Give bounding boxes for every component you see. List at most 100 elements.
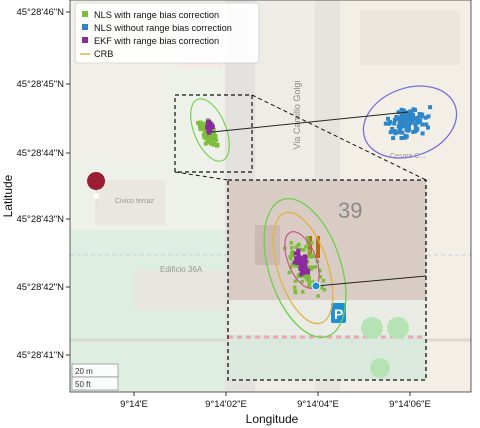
point-nls-without-bias (424, 122, 429, 127)
point-nls-with-bias-inset (309, 255, 313, 259)
point-nls-with-bias (214, 138, 219, 143)
point-nls-with-bias-inset (289, 257, 293, 261)
point-ekf-with-bias-inset (303, 255, 308, 260)
point-nls-without-bias (383, 121, 388, 126)
point-nls-with-bias-inset (309, 267, 313, 272)
point-nls-with-bias-inset (290, 246, 294, 250)
map-label-civico: Civico terraz (115, 198, 154, 205)
point-nls-with-bias-inset (304, 245, 308, 249)
zoom-source-box (174, 94, 253, 173)
point-nls-with-bias (200, 126, 205, 131)
point-nls-without-bias (420, 112, 425, 117)
legend-swatch (82, 24, 88, 30)
point-nls-without-bias (413, 121, 418, 126)
point-nls-without-bias (411, 107, 416, 112)
point-nls-without-bias (391, 136, 396, 141)
point-nls-without-bias (407, 111, 412, 116)
legend: NLS with range bias correction NLS witho… (74, 2, 260, 64)
ellipse-nls-with-bias-main (190, 98, 230, 162)
zoom-inset: 39 P (227, 179, 427, 381)
legend-label: NLS with range bias correction (94, 10, 219, 20)
point-nls-without-bias (403, 113, 408, 118)
point-nls-without-bias (393, 131, 398, 136)
point-nls-with-bias-inset (297, 242, 301, 247)
point-nls-with-bias-inset (320, 285, 324, 290)
point-nls-without-bias (396, 124, 401, 129)
point-nls-with-bias (201, 133, 206, 138)
connector-inset (315, 275, 426, 287)
point-nls-with-bias-inset (307, 282, 312, 287)
point-nls-without-bias (397, 129, 402, 134)
zoom-line-right (251, 94, 427, 181)
point-nls-with-bias-inset (292, 285, 297, 290)
point-nls-with-bias-inset (309, 253, 314, 257)
point-ekf-with-bias-inset (305, 268, 310, 273)
legend-item-nls-without-bias: NLS without range bias correction (82, 23, 232, 33)
point-nls-without-bias (400, 130, 405, 135)
point-nls-with-bias-inset (290, 250, 294, 254)
legend-item-crb: CRB (80, 49, 113, 59)
point-nls-with-bias (215, 143, 220, 147)
point-nls-with-bias-inset (305, 265, 310, 269)
point-ekf-with-bias-inset (293, 251, 298, 256)
point-nls-with-bias-inset (287, 270, 292, 275)
point-nls-with-bias (198, 124, 202, 129)
connector-main (211, 111, 409, 133)
map-label-edificio: Edificio 36A (160, 265, 203, 274)
point-nls-with-bias-inset (310, 265, 315, 270)
point-nls-with-bias-inset (296, 274, 301, 278)
point-nls-with-bias-inset (299, 247, 304, 252)
y-tick-label: 45°28'46"N (16, 7, 64, 18)
point-nls-without-bias (426, 114, 431, 119)
x-axis-label: Longitude (246, 412, 299, 426)
point-nls-with-bias (205, 135, 210, 140)
point-ekf-with-bias-inset (303, 266, 308, 271)
legend-swatch (82, 11, 88, 17)
point-nls-without-bias (413, 129, 418, 134)
point-nls-with-bias-inset (316, 294, 320, 298)
point-nls-with-bias (198, 127, 203, 132)
point-ekf-with-bias-inset (296, 252, 301, 257)
point-nls-with-bias (210, 137, 215, 142)
point-nls-without-bias (420, 122, 425, 127)
point-nls-with-bias-inset (306, 243, 310, 247)
point-nls-without-bias (402, 118, 407, 122)
point-ekf-with-bias (208, 128, 213, 133)
ellipse-crb-inset (272, 211, 334, 325)
point-nls-without-bias (408, 119, 413, 124)
point-nls-without-bias (394, 116, 399, 121)
y-tick-label: 45°28'41"N (16, 350, 64, 361)
x-axis: 9°14'E 9°14'02"E 9°14'04"E 9°14'06"E Lon… (120, 392, 431, 426)
point-nls-without-bias (415, 126, 420, 131)
point-nls-without-bias (397, 119, 402, 124)
point-nls-with-bias (202, 135, 207, 140)
point-ekf-with-bias-inset (299, 262, 304, 267)
point-nls-with-bias (205, 139, 210, 144)
point-ekf-with-bias (207, 119, 211, 124)
restaurant-icon (308, 236, 320, 258)
point-nls-with-bias-inset (310, 241, 314, 245)
point-nls-with-bias-inset (293, 279, 298, 283)
point-nls-without-bias (415, 116, 420, 121)
point-nls-without-bias (403, 122, 408, 127)
point-nls-with-bias (198, 120, 203, 125)
point-nls-with-bias-inset (311, 280, 315, 284)
point-nls-without-bias (399, 122, 404, 127)
point-nls-with-bias-inset (291, 254, 295, 258)
point-nls-with-bias-inset (318, 275, 322, 279)
point-nls-with-bias (202, 128, 207, 133)
point-nls-without-bias (401, 108, 406, 113)
point-nls-without-bias (426, 125, 430, 130)
point-nls-without-bias (404, 134, 409, 139)
point-nls-with-bias-inset (289, 265, 293, 269)
point-nls-with-bias-inset (289, 241, 294, 245)
point-ekf-with-bias-inset (299, 272, 304, 277)
point-nls-with-bias-inset (290, 262, 294, 266)
map-label-cesare: Cesare C... (390, 153, 425, 160)
point-nls-with-bias-inset (321, 278, 326, 283)
point-nls-without-bias (392, 121, 397, 126)
y-axis-label: Latitude (1, 174, 15, 217)
legend-item-ekf-with-bias: EKF with range bias correction (82, 36, 219, 46)
point-ekf-with-bias (210, 125, 215, 129)
point-ekf-with-bias-inset (303, 263, 308, 268)
